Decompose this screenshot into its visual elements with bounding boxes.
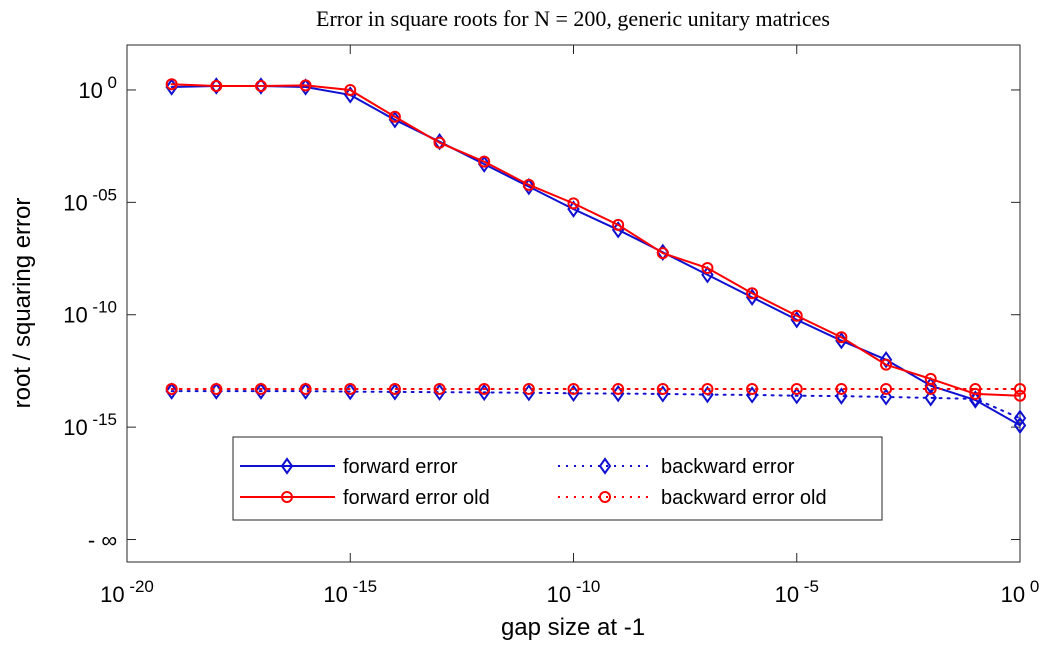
marker <box>599 491 611 503</box>
marker <box>344 382 357 395</box>
marker <box>746 287 759 300</box>
marker <box>656 247 669 260</box>
marker <box>210 77 223 95</box>
marker <box>790 382 803 395</box>
marker <box>433 136 446 149</box>
marker <box>477 383 491 402</box>
marker <box>477 155 491 173</box>
marker <box>835 331 848 344</box>
legend-label: backward error old <box>661 487 827 509</box>
marker <box>165 382 178 395</box>
marker <box>567 382 580 395</box>
x-axis-label: gap size at -1 <box>501 614 645 641</box>
y-axis-label: root / squaring error <box>9 198 36 409</box>
marker <box>522 383 536 402</box>
marker <box>210 382 223 395</box>
marker <box>388 110 401 123</box>
marker <box>701 262 714 275</box>
x-tick-label: 10 -15 <box>323 577 377 607</box>
x-tick-label: 10 -5 <box>775 577 819 607</box>
marker <box>299 382 312 395</box>
series-line <box>170 83 1021 397</box>
marker <box>880 358 893 371</box>
marker <box>522 177 536 196</box>
marker <box>924 382 937 395</box>
marker <box>612 382 625 395</box>
marker <box>165 382 178 400</box>
y-tick-label: 10 -10 <box>63 298 117 328</box>
series-line <box>170 84 1021 427</box>
marker <box>1014 389 1026 402</box>
marker <box>746 382 759 395</box>
marker <box>879 350 893 369</box>
marker <box>1014 382 1026 395</box>
marker <box>280 457 294 475</box>
marker <box>281 491 293 503</box>
marker <box>344 83 357 96</box>
marker <box>612 218 625 231</box>
x-tick-label: 10 -10 <box>547 577 601 607</box>
marker <box>598 457 612 475</box>
marker <box>790 309 803 322</box>
marker <box>433 382 446 395</box>
marker <box>611 384 625 403</box>
marker <box>1013 416 1027 435</box>
marker <box>969 382 982 395</box>
marker <box>210 79 223 92</box>
series-line <box>170 390 1021 420</box>
marker <box>522 178 535 191</box>
marker <box>522 382 535 395</box>
legend-label: forward error old <box>343 487 490 509</box>
marker <box>254 382 268 400</box>
marker <box>254 79 267 92</box>
marker <box>165 78 178 91</box>
y-tick-label: 10 -05 <box>63 185 117 215</box>
marker <box>1013 409 1027 427</box>
y-tick-label: 10 -15 <box>63 410 117 440</box>
marker <box>924 389 937 407</box>
marker <box>567 384 580 403</box>
marker <box>388 382 401 395</box>
marker <box>478 382 491 395</box>
y-tick-label: - ∞ <box>88 528 117 553</box>
marker <box>835 382 848 395</box>
marker <box>701 382 714 395</box>
legend-label: forward error <box>343 456 458 478</box>
marker <box>299 79 312 92</box>
marker <box>388 111 402 129</box>
marker <box>880 382 893 395</box>
marker <box>254 382 267 395</box>
marker <box>656 382 669 395</box>
legend-label: backward error <box>661 456 795 478</box>
marker <box>969 387 982 400</box>
marker <box>879 388 893 406</box>
legend-box <box>232 436 883 521</box>
chart-title: Error in square roots for N = 200, gener… <box>316 6 830 31</box>
marker <box>567 197 580 210</box>
x-tick-label: 10 0 <box>1001 577 1040 607</box>
x-tick-label: 10 -20 <box>100 577 154 607</box>
marker <box>254 77 268 95</box>
y-tick-label: 10 0 <box>78 73 117 103</box>
marker <box>478 155 491 168</box>
